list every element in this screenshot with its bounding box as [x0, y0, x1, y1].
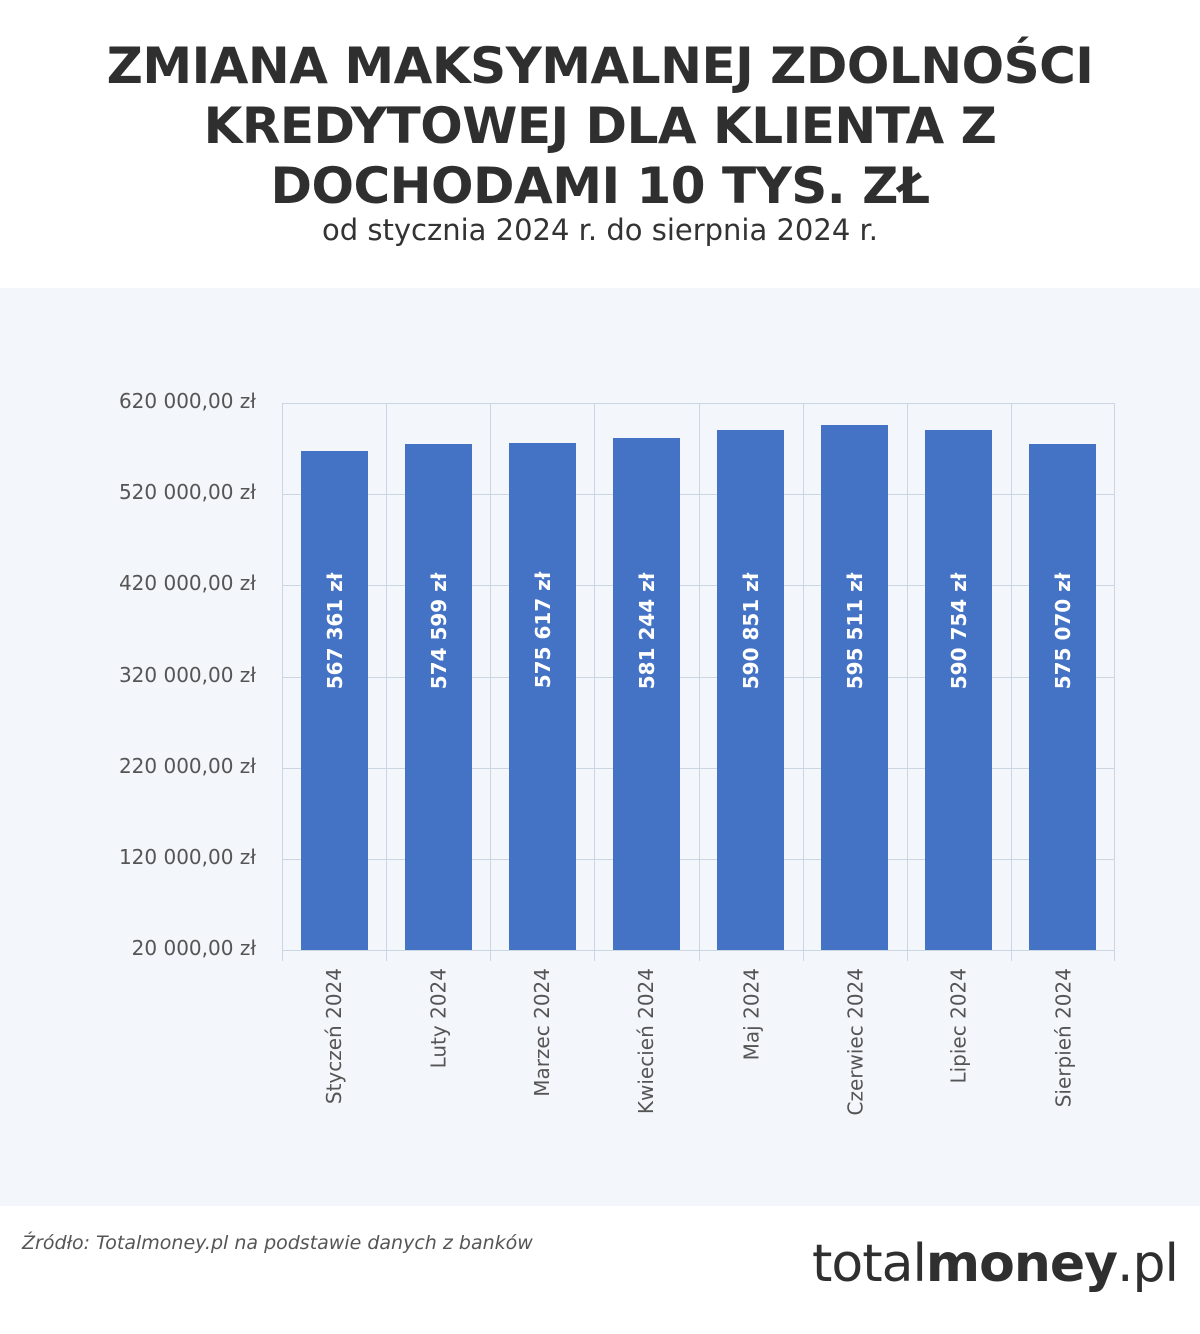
y-tick-label: 320 000,00 zł — [118, 663, 256, 687]
title-line-3: DOCHODAMI 10 TYS. ZŁ — [270, 157, 930, 215]
gridline-vertical — [907, 403, 908, 961]
gridline-horizontal — [282, 494, 1115, 495]
y-tick-label: 620 000,00 zł — [118, 389, 256, 413]
totalmoney-logo: totalmoney.pl — [812, 1232, 1179, 1296]
x-tick-text: Luty 2024 — [426, 968, 451, 1069]
bar: 595 511 zł — [821, 425, 888, 950]
logo-light: total — [812, 1234, 927, 1294]
gridline-vertical — [1011, 403, 1012, 961]
y-tick-label: 420 000,00 zł — [118, 571, 256, 595]
bar-value-label: 590 851 zł — [738, 573, 763, 690]
x-tick-label: Sierpień 2024 — [1020, 968, 1075, 1138]
chart-subtitle: od stycznia 2024 r. do sierpnia 2024 r. — [322, 213, 878, 247]
chart-panel — [0, 288, 1200, 1206]
x-tick-label: Marzec 2024 — [499, 968, 554, 1138]
bar: 581 244 zł — [613, 438, 680, 950]
logo-suffix: .pl — [1117, 1234, 1179, 1294]
gridline-vertical — [594, 403, 595, 961]
gridline-vertical — [803, 403, 804, 961]
bar-value-label: 567 361 zł — [322, 572, 347, 690]
bar-value-label: 575 617 zł — [530, 572, 555, 689]
bar-value-label: 575 070 zł — [1050, 572, 1075, 690]
bar: 575 617 zł — [509, 443, 576, 950]
gridline-horizontal — [282, 403, 1115, 404]
y-tick-label: 520 000,00 zł — [118, 480, 256, 504]
x-tick-text: Sierpień 2024 — [1051, 968, 1076, 1108]
bar-value-label: 595 511 zł — [842, 572, 867, 689]
x-tick-text: Styczeń 2024 — [322, 968, 347, 1105]
gridline-vertical — [386, 403, 387, 961]
title-line-1: ZMIANA MAKSYMALNEJ ZDOLNOŚCI — [106, 37, 1094, 95]
chart-title: ZMIANA MAKSYMALNEJ ZDOLNOŚCI KREDYTOWEJ … — [0, 36, 1200, 216]
gridline-vertical — [1114, 403, 1115, 961]
source-note: Źródło: Totalmoney.pl na podstawie danyc… — [22, 1232, 533, 1254]
x-tick-label: Lipiec 2024 — [916, 968, 971, 1138]
y-tick-label: 20 000,00 zł — [131, 936, 256, 960]
gridline-horizontal — [282, 950, 1115, 951]
x-tick-label: Luty 2024 — [395, 968, 450, 1138]
x-tick-label: Maj 2024 — [708, 968, 763, 1138]
x-tick-text: Czerwiec 2024 — [843, 968, 868, 1116]
bar: 590 754 zł — [925, 430, 992, 950]
x-tick-text: Kwiecień 2024 — [634, 968, 659, 1115]
gridline-vertical — [699, 403, 700, 961]
x-tick-label: Styczeń 2024 — [291, 968, 346, 1138]
gridline-vertical — [282, 403, 283, 961]
y-tick-label: 120 000,00 zł — [118, 845, 256, 869]
x-tick-text: Lipiec 2024 — [946, 968, 971, 1084]
gridline-horizontal — [282, 768, 1115, 769]
x-tick-label: Czerwiec 2024 — [812, 968, 867, 1138]
bar: 567 361 zł — [301, 451, 368, 950]
x-tick-text: Maj 2024 — [739, 968, 764, 1061]
logo-bold: money — [925, 1234, 1118, 1294]
bar: 574 599 zł — [405, 444, 472, 950]
y-tick-label: 220 000,00 zł — [118, 754, 256, 778]
gridline-horizontal — [282, 677, 1115, 678]
bar: 590 851 zł — [717, 430, 784, 950]
bar-value-label: 574 599 zł — [426, 572, 451, 689]
gridline-horizontal — [282, 585, 1115, 586]
x-tick-label: Kwiecień 2024 — [603, 968, 658, 1138]
bar: 575 070 zł — [1029, 444, 1096, 950]
gridline-vertical — [490, 403, 491, 961]
x-tick-text: Marzec 2024 — [529, 968, 554, 1097]
bar-value-label: 590 754 zł — [946, 573, 971, 690]
title-line-2: KREDYTOWEJ DLA KLIENTA Z — [203, 97, 997, 155]
bar-value-label: 581 244 zł — [634, 572, 659, 689]
gridline-horizontal — [282, 859, 1115, 860]
